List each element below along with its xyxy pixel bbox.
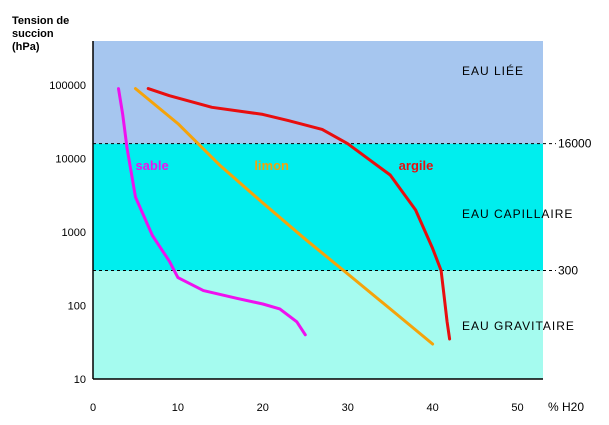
zone-band xyxy=(93,41,543,144)
series-line-limon xyxy=(134,87,435,346)
y-tick-label: 10 xyxy=(74,374,86,386)
x-tick-label: 50 xyxy=(511,402,523,414)
x-tick-label: 0 xyxy=(90,402,96,414)
zone-band xyxy=(93,270,543,379)
y-tick-label: 100000 xyxy=(49,80,86,92)
y-axis-title-line: Tension de xyxy=(12,15,69,27)
series-label-sable: sable xyxy=(135,158,168,173)
chart-labels: 16000 300 EAU LIÉE EAU CAPILLAIRE EAU GRAVIT… xyxy=(12,15,592,333)
y-tick-label: 100 xyxy=(68,301,86,313)
zone-label: EAU GRAVITAIRE xyxy=(462,319,575,333)
series-lines xyxy=(117,87,452,346)
x-unit-label: % H20 xyxy=(548,400,584,414)
series-label-limon: limon xyxy=(254,158,289,173)
series-line-argile xyxy=(146,87,452,341)
zone-label: EAU CAPILLAIRE xyxy=(462,207,573,221)
x-tick-label: 40 xyxy=(426,402,438,414)
zone-label: EAU LIÉE xyxy=(462,63,524,78)
y-axis-title-line: (hPa) xyxy=(12,41,40,53)
x-tick-label: 10 xyxy=(172,402,184,414)
series-line-sable xyxy=(117,87,307,337)
series-label-argile: argile xyxy=(399,158,434,173)
x-tick-label: 20 xyxy=(257,402,269,414)
zone-bands xyxy=(93,41,556,379)
x-tick-label: 30 xyxy=(342,402,354,414)
threshold-label: 300 xyxy=(558,264,578,278)
y-tick-label: 10000 xyxy=(55,154,86,166)
y-tick-label: 1000 xyxy=(62,227,86,239)
y-axis-title-line: succion xyxy=(12,28,54,40)
threshold-label: 16000 xyxy=(558,137,592,151)
